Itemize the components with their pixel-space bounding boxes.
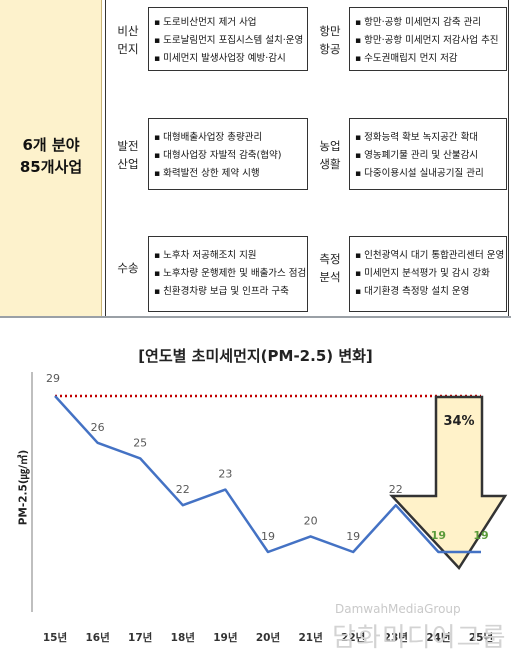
watermark: 담화미디어그룹 <box>332 623 507 653</box>
x-tick-label: 15년 <box>43 631 67 644</box>
sector-label: 항만 항공 <box>310 22 350 58</box>
list-item: 노후차량 운행제한 및 배출가스 점검 <box>149 265 307 283</box>
watermark: DamwahMediaGroup <box>335 602 461 616</box>
sector-name-line2: 항공 <box>319 42 341 56</box>
sector-items-box: 정화능력 확보 녹지공간 확대 영농폐기물 관리 및 산불감시 다중이용시설 실… <box>349 118 507 190</box>
sector-name-line2: 먼지 <box>117 42 139 56</box>
summary-panel: 6개 분야 85개사업 <box>0 0 102 318</box>
x-tick-label: 17년 <box>128 631 152 644</box>
list-item: 항만·공항 미세먼지 감축 관리 <box>350 14 506 32</box>
list-item: 미세먼지 분석평가 및 감시 강화 <box>350 265 506 283</box>
list-item: 인천광역시 대기 통합관리센터 운영 <box>350 247 506 265</box>
list-item: 영농폐기물 관리 및 산불감시 <box>350 147 506 165</box>
sector-name-line1: 항만 <box>319 24 341 38</box>
section-divider <box>0 316 511 318</box>
data-label: 22 <box>389 483 403 496</box>
chart-title: [연도별 초미세먼지(PM-2.5) 변화] <box>138 347 373 365</box>
sector-items-box: 도로비산먼지 제거 사업 도로날림먼지 포집시스템 설치·운영 미세먼지 발생사… <box>148 7 308 71</box>
data-label: 29 <box>46 372 60 385</box>
data-label: 20 <box>304 514 318 527</box>
sector-label: 발전 산업 <box>108 137 148 173</box>
sector-items-box: 항만·공항 미세먼지 감축 관리 항만·공항 미세먼지 저감사업 추진 수도권매… <box>349 7 507 71</box>
x-tick-label: 18년 <box>171 631 195 644</box>
sector-items-box: 대형배출사업장 총량관리 대형사업장 자발적 감축(협약) 화력발전 상한 제약… <box>148 118 308 190</box>
sector-name-line1: 비산 <box>117 24 139 38</box>
list-item: 대형사업장 자발적 감축(협약) <box>149 147 307 165</box>
divider <box>508 0 509 318</box>
list-item: 도로날림먼지 포집시스템 설치·운영 <box>149 32 307 50</box>
y-axis-label: PM-2.5(㎍/㎥) <box>17 449 30 526</box>
sector-name-line2: 생활 <box>319 157 341 171</box>
list-item: 수도권매립지 먼지 저감 <box>350 50 506 68</box>
sector-label: 농업 생활 <box>310 137 350 173</box>
series-line <box>54 395 481 554</box>
data-label: 19 <box>261 530 275 543</box>
sector-label: 측정 분석 <box>310 250 350 286</box>
data-label: 25 <box>133 436 147 449</box>
annotation-label: 34% <box>443 414 474 429</box>
list-item: 대형배출사업장 총량관리 <box>149 129 307 147</box>
x-tick-label: 19년 <box>213 631 237 644</box>
sector-items-box: 인천광역시 대기 통합관리센터 운영 미세먼지 분석평가 및 감시 강화 대기환… <box>349 236 507 312</box>
data-label: 26 <box>91 421 105 434</box>
list-item: 화력발전 상한 제약 시행 <box>149 165 307 183</box>
sector-label: 비산 먼지 <box>108 22 148 58</box>
summary-label: 6개 분야 85개사업 <box>0 134 102 178</box>
sector-name-line2: 산업 <box>117 157 139 171</box>
list-item: 항만·공항 미세먼지 저감사업 추진 <box>350 32 506 50</box>
list-item: 노후차 저공해조치 지원 <box>149 247 307 265</box>
policy-table: 6개 분야 85개사업 비산 먼지 도로비산먼지 제거 사업 도로날림먼지 포집… <box>0 0 511 318</box>
summary-label-line1: 6개 분야 <box>22 136 80 154</box>
list-item: 미세먼지 발생사업장 예방·감시 <box>149 50 307 68</box>
x-tick-label: 21년 <box>298 631 322 644</box>
decrease-arrow <box>389 395 508 571</box>
sector-name-line1: 농업 <box>319 139 341 153</box>
sector-name-line1: 수송 <box>117 261 139 275</box>
divider <box>105 0 106 318</box>
x-tick-label: 16년 <box>85 631 109 644</box>
list-item: 도로비산먼지 제거 사업 <box>149 14 307 32</box>
data-label: 19 <box>473 529 488 542</box>
data-label: 23 <box>218 468 232 481</box>
sector-items-box: 노후차 저공해조치 지원 노후차량 운행제한 및 배출가스 점검 친환경차량 보… <box>148 236 308 312</box>
data-label: 19 <box>346 530 360 543</box>
sector-label: 수송 <box>108 259 148 277</box>
x-tick-label: 20년 <box>256 631 280 644</box>
list-item: 다중이용시설 실내공기질 관리 <box>350 165 506 183</box>
list-item: 대기환경 측정망 설치 운영 <box>350 283 506 301</box>
sector-name-line2: 분석 <box>319 270 341 284</box>
list-item: 정화능력 확보 녹지공간 확대 <box>350 129 506 147</box>
summary-label-line2: 85개사업 <box>19 158 83 176</box>
list-item: 친환경차량 보급 및 인프라 구축 <box>149 283 307 301</box>
data-label: 19 <box>431 529 446 542</box>
sector-name-line1: 발전 <box>117 139 139 153</box>
data-label: 22 <box>176 483 190 496</box>
sector-name-line1: 측정 <box>319 252 341 266</box>
